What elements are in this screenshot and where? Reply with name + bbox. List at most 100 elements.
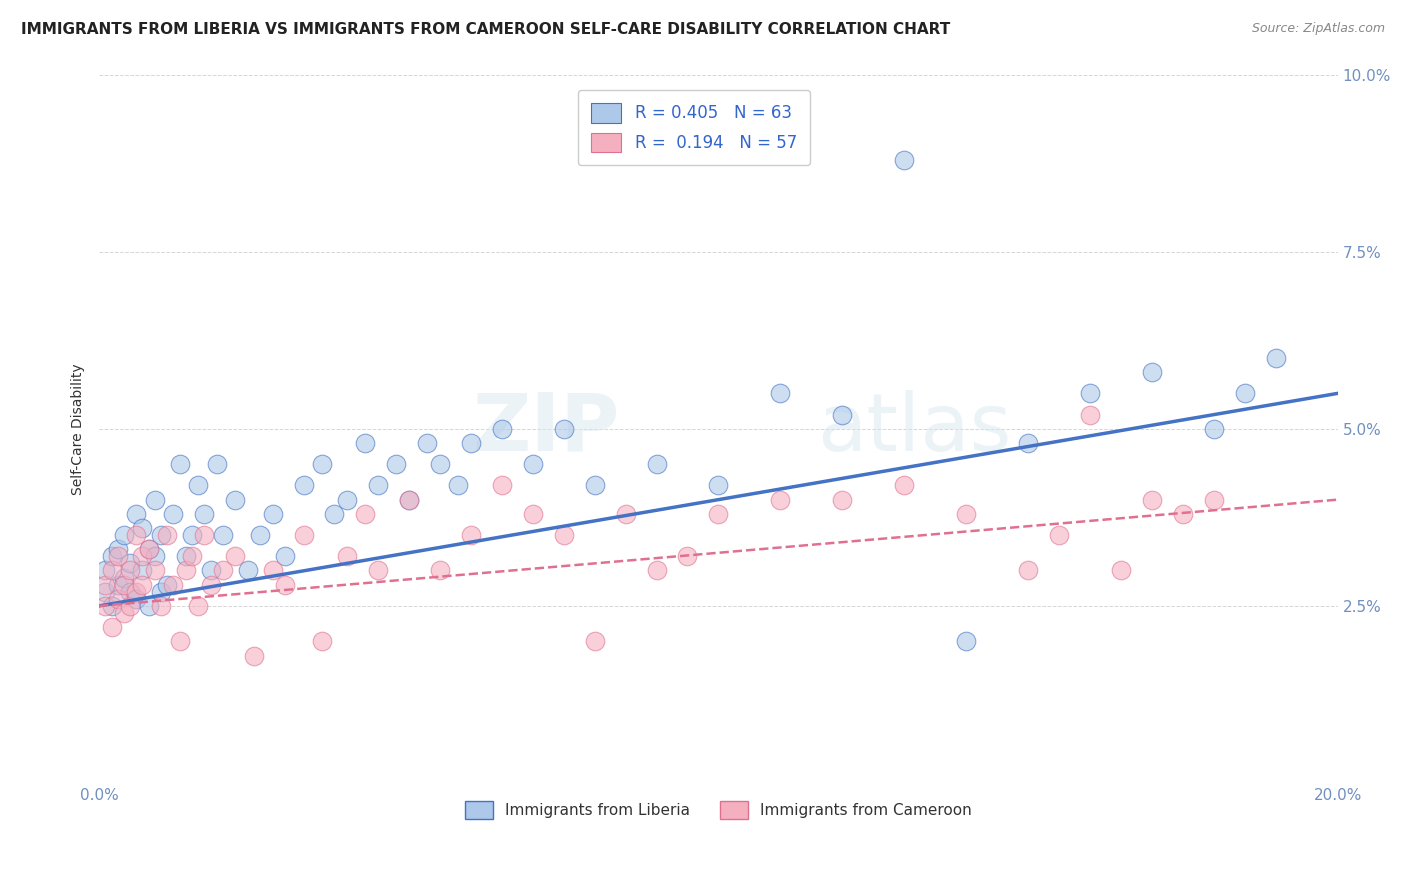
- Point: [120, 599, 142, 613]
- Point: [156, 577, 179, 591]
- Point: [174, 549, 197, 564]
- Point: [212, 528, 235, 542]
- Point: [193, 507, 215, 521]
- Legend: Immigrants from Liberia, Immigrants from Cameroon: Immigrants from Liberia, Immigrants from…: [458, 795, 979, 825]
- Point: [354, 507, 377, 521]
- Point: [893, 478, 915, 492]
- Point: [955, 634, 977, 648]
- Point: [224, 492, 246, 507]
- Point: [707, 478, 730, 492]
- Point: [193, 528, 215, 542]
- Point: [645, 564, 668, 578]
- Point: [1233, 386, 1256, 401]
- Point: [491, 422, 513, 436]
- Point: [336, 549, 359, 564]
- Point: [125, 591, 148, 606]
- Point: [125, 507, 148, 521]
- Point: [143, 549, 166, 564]
- Point: [676, 549, 699, 564]
- Point: [769, 386, 792, 401]
- Point: [1017, 564, 1039, 578]
- Point: [94, 599, 117, 613]
- Point: [645, 457, 668, 471]
- Point: [447, 478, 470, 492]
- Point: [138, 599, 160, 613]
- Point: [1264, 351, 1286, 365]
- Point: [131, 521, 153, 535]
- Point: [125, 528, 148, 542]
- Point: [100, 564, 122, 578]
- Point: [169, 457, 191, 471]
- Point: [460, 436, 482, 450]
- Point: [169, 634, 191, 648]
- Point: [205, 457, 228, 471]
- Point: [583, 478, 606, 492]
- Point: [323, 507, 346, 521]
- Point: [94, 564, 117, 578]
- Point: [100, 620, 122, 634]
- Point: [262, 507, 284, 521]
- Point: [187, 599, 209, 613]
- Point: [893, 153, 915, 167]
- Point: [162, 507, 184, 521]
- Point: [120, 564, 142, 578]
- Point: [200, 577, 222, 591]
- Point: [131, 549, 153, 564]
- Point: [125, 584, 148, 599]
- Point: [429, 457, 451, 471]
- Point: [522, 507, 544, 521]
- Point: [94, 577, 117, 591]
- Point: [181, 528, 204, 542]
- Point: [138, 542, 160, 557]
- Point: [174, 564, 197, 578]
- Point: [100, 549, 122, 564]
- Point: [1047, 528, 1070, 542]
- Point: [1171, 507, 1194, 521]
- Point: [1078, 386, 1101, 401]
- Point: [112, 528, 135, 542]
- Point: [1202, 492, 1225, 507]
- Point: [107, 577, 129, 591]
- Point: [150, 528, 173, 542]
- Point: [212, 564, 235, 578]
- Point: [100, 599, 122, 613]
- Point: [385, 457, 408, 471]
- Point: [236, 564, 259, 578]
- Point: [292, 478, 315, 492]
- Point: [112, 606, 135, 620]
- Point: [831, 492, 853, 507]
- Point: [398, 492, 420, 507]
- Text: IMMIGRANTS FROM LIBERIA VS IMMIGRANTS FROM CAMEROON SELF-CARE DISABILITY CORRELA: IMMIGRANTS FROM LIBERIA VS IMMIGRANTS FR…: [21, 22, 950, 37]
- Point: [138, 542, 160, 557]
- Point: [107, 549, 129, 564]
- Point: [614, 507, 637, 521]
- Point: [354, 436, 377, 450]
- Point: [131, 564, 153, 578]
- Point: [200, 564, 222, 578]
- Point: [416, 436, 439, 450]
- Text: atlas: atlas: [817, 390, 1012, 467]
- Point: [131, 577, 153, 591]
- Point: [553, 422, 575, 436]
- Point: [1017, 436, 1039, 450]
- Point: [150, 599, 173, 613]
- Point: [94, 584, 117, 599]
- Point: [583, 634, 606, 648]
- Point: [707, 507, 730, 521]
- Point: [1109, 564, 1132, 578]
- Point: [1202, 422, 1225, 436]
- Point: [107, 542, 129, 557]
- Point: [274, 549, 297, 564]
- Text: Source: ZipAtlas.com: Source: ZipAtlas.com: [1251, 22, 1385, 36]
- Point: [831, 408, 853, 422]
- Point: [112, 577, 135, 591]
- Point: [522, 457, 544, 471]
- Point: [955, 507, 977, 521]
- Point: [491, 478, 513, 492]
- Point: [311, 634, 333, 648]
- Point: [243, 648, 266, 663]
- Point: [311, 457, 333, 471]
- Y-axis label: Self-Care Disability: Self-Care Disability: [72, 363, 86, 494]
- Point: [143, 564, 166, 578]
- Point: [249, 528, 271, 542]
